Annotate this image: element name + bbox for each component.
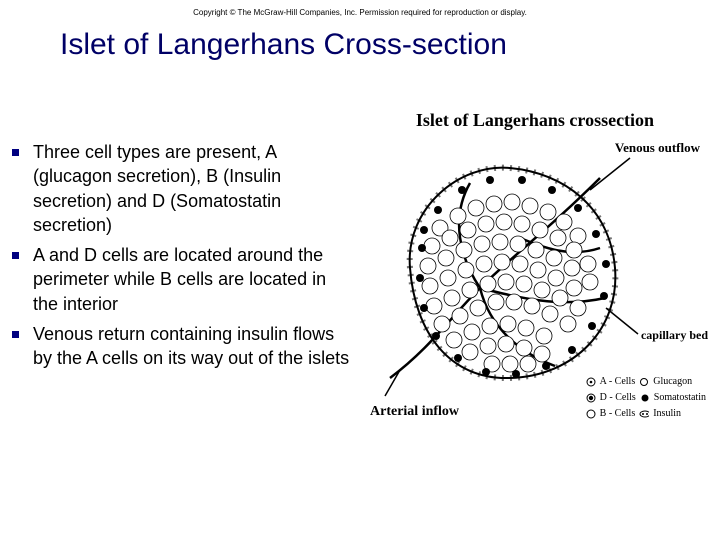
- bullet-list: Three cell types are present, A (glucago…: [12, 140, 352, 377]
- copyright-text: Copyright © The McGraw-Hill Companies, I…: [0, 8, 720, 17]
- label-venous-outflow: Venous outflow: [615, 140, 700, 156]
- glucagon-icon: [639, 377, 649, 387]
- list-item: Venous return containing insulin flows b…: [12, 322, 352, 371]
- label-arterial-inflow: Arterial inflow: [370, 404, 459, 420]
- somatostatin-icon: [640, 393, 650, 403]
- list-item: A and D cells are located around the per…: [12, 243, 352, 316]
- figure-title: Islet of Langerhans crossection: [360, 110, 710, 131]
- bullet-icon: [12, 252, 19, 259]
- bullet-text: Venous return containing insulin flows b…: [33, 322, 352, 371]
- d-cell-icon: [586, 393, 596, 403]
- legend-row: D - Cells Somatostatin: [586, 390, 706, 405]
- bullet-icon: [12, 149, 19, 156]
- label-capillary-bed: capillary bed: [641, 328, 708, 343]
- slide-title: Islet of Langerhans Cross-section: [60, 28, 507, 62]
- list-item: Three cell types are present, A (glucago…: [12, 140, 352, 237]
- legend-text: B - Cells: [600, 406, 636, 421]
- bullet-icon: [12, 331, 19, 338]
- legend-text: A - Cells: [600, 374, 636, 389]
- legend-sub: Glucagon: [653, 374, 692, 389]
- legend-row: A - Cells Glucagon: [586, 374, 706, 389]
- a-cell-icon: [586, 377, 596, 387]
- legend-sub: Insulin: [653, 406, 681, 421]
- legend-text: D - Cells: [600, 390, 636, 405]
- insulin-icon: [639, 409, 649, 419]
- figure-legend: A - Cells Glucagon D - Cells Somatostati…: [586, 374, 706, 422]
- bullet-text: Three cell types are present, A (glucago…: [33, 140, 352, 237]
- islet-figure: Islet of Langerhans crossection: [360, 110, 710, 450]
- legend-row: B - Cells Insulin: [586, 406, 706, 421]
- islet-diagram: [370, 138, 640, 408]
- bullet-text: A and D cells are located around the per…: [33, 243, 352, 316]
- b-cell-icon: [586, 409, 596, 419]
- legend-sub: Somatostatin: [654, 390, 706, 405]
